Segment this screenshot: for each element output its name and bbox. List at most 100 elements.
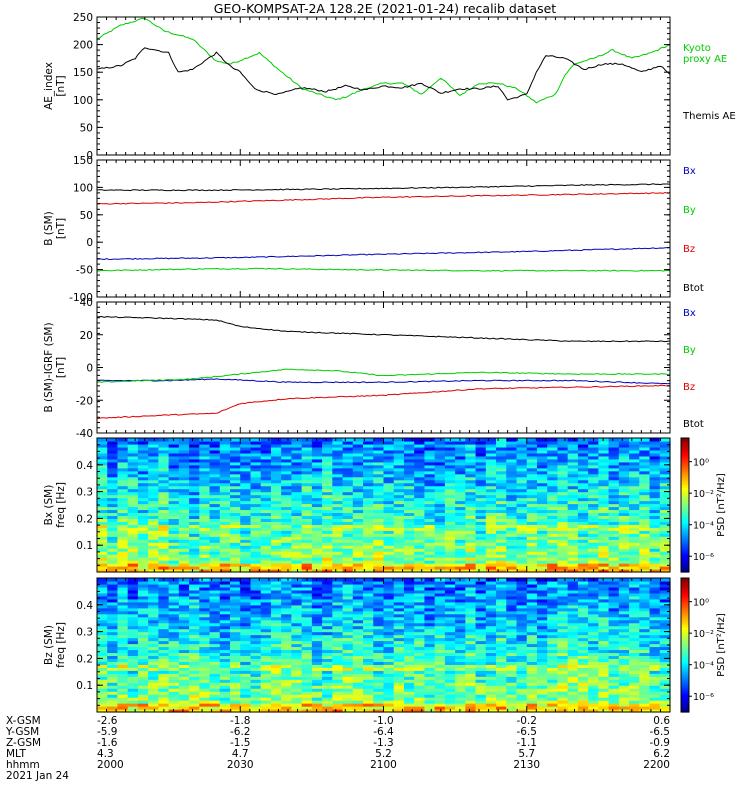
- spectrogram-cell: [291, 438, 302, 442]
- spectrogram-cell: [404, 438, 415, 442]
- y-tick-label: -50: [76, 265, 93, 277]
- spectrogram-cell: [169, 438, 180, 442]
- spectrogram-cell: [373, 438, 384, 442]
- spectrogram-cell: [476, 438, 487, 442]
- series-line-bx: [97, 248, 670, 260]
- chart-title: GEO-KOMPSAT-2A 128.2E (2021-01-24) recal…: [214, 1, 557, 16]
- spectrogram-cell: [117, 578, 128, 582]
- y-tick-label: 0: [86, 363, 93, 375]
- series-line-btot: [97, 317, 670, 342]
- legend-label: Kyoto: [683, 43, 711, 54]
- spectrogram-cell: [281, 438, 292, 442]
- spectrogram-cell: [578, 438, 589, 442]
- spectrogram-cell: [117, 438, 128, 442]
- spectrogram-cell: [322, 438, 333, 442]
- legend-label: Bz: [683, 382, 695, 393]
- spectrogram-cell: [312, 578, 323, 582]
- y-tick-label: 0: [86, 237, 93, 249]
- legend-label: By: [683, 345, 696, 356]
- spectrogram-cell: [435, 578, 446, 582]
- spectrogram-cell: [271, 578, 282, 582]
- spectrogram-cell: [557, 438, 568, 442]
- spectrogram-cell: [138, 578, 149, 582]
- x-axis: [97, 160, 670, 297]
- y-tick-label: 0.3: [76, 487, 93, 499]
- y-axis-label: [nT]: [55, 357, 67, 378]
- legend-entry: Bz: [683, 244, 695, 255]
- spectrogram-cell: [148, 578, 159, 582]
- y-axis-label: AE_index: [43, 62, 55, 110]
- legend-entry: Btot: [683, 283, 704, 294]
- colorbar-tick-label: 10⁻⁶: [693, 552, 714, 563]
- plot-frame: [97, 160, 670, 297]
- spectrogram-cell: [517, 438, 528, 442]
- spectrogram-cell: [609, 438, 620, 442]
- y-tick-label: 100: [73, 182, 93, 194]
- spectrogram-cell: [404, 578, 415, 582]
- spectrogram-cell: [199, 578, 210, 582]
- legend-label: Bx: [683, 308, 696, 319]
- spectrogram-cell: [271, 438, 282, 442]
- spectrogram-cell: [424, 578, 435, 582]
- spectrogram-cell: [373, 578, 384, 582]
- spectrogram-cell: [424, 438, 435, 442]
- y-tick-label: 50: [80, 122, 93, 134]
- spectrogram-cell: [435, 438, 446, 442]
- spectrogram-cell: [547, 438, 558, 442]
- y-axis-label: [nT]: [55, 75, 67, 96]
- series-line-by: [97, 268, 670, 271]
- spectrogram-cell: [486, 438, 497, 442]
- spectrogram-cell: [281, 578, 292, 582]
- series-line-bz: [97, 385, 670, 418]
- spectrogram-cell: [629, 438, 640, 442]
- spectrogram: [97, 438, 671, 573]
- spectrogram-cell: [343, 438, 354, 442]
- series-line-kyoto-proxy-ae: [97, 18, 670, 103]
- y-tick-label: 0.1: [76, 540, 93, 552]
- legend-label: proxy AE: [683, 54, 727, 65]
- spectrogram-cell: [343, 578, 354, 582]
- spectrogram-cell: [568, 438, 579, 442]
- y-tick-label: 150: [73, 155, 93, 167]
- spectrogram-cell: [261, 578, 272, 582]
- y-axis-label: [nT]: [55, 218, 67, 239]
- spectrogram-cell: [199, 438, 210, 442]
- legend-label: By: [683, 205, 696, 216]
- y-tick-label: 0.4: [76, 460, 93, 472]
- spectrogram-cell: [332, 578, 343, 582]
- spectrogram-cell: [128, 438, 139, 442]
- spectrogram-cell: [148, 438, 159, 442]
- spectrogram-cell: [189, 438, 200, 442]
- spectrogram-cell: [660, 438, 671, 442]
- legend-entry: Bx: [683, 308, 696, 319]
- series-line-themis-ae: [97, 48, 670, 100]
- spectrogram-cell: [312, 438, 323, 442]
- spectrogram-cell: [598, 438, 609, 442]
- y-tick-label: 100: [73, 95, 93, 107]
- y-tick-label: 200: [73, 40, 93, 52]
- y-axis-label: Bx (SM): [43, 485, 55, 526]
- legend-label: Bz: [683, 244, 695, 255]
- legend-entry: Bz: [683, 382, 695, 393]
- y-axis-label: B (SM): [43, 211, 55, 245]
- colorbar-tick-label: 10⁰: [693, 458, 709, 469]
- y-tick-label: -20: [76, 395, 93, 407]
- series-group: [97, 18, 670, 103]
- spectrogram-cell: [619, 438, 630, 442]
- spectrogram-cell: [291, 578, 302, 582]
- y-tick-label: 40: [80, 297, 93, 309]
- x-axis: [97, 302, 670, 433]
- spectrogram-cell: [179, 578, 190, 582]
- spectrogram-cell: [189, 578, 200, 582]
- legend-entry: Themis AE: [682, 111, 736, 122]
- spectrogram-cell: [128, 578, 139, 582]
- legend-entry: Btot: [683, 419, 704, 430]
- y-tick-label: 0.2: [76, 513, 93, 525]
